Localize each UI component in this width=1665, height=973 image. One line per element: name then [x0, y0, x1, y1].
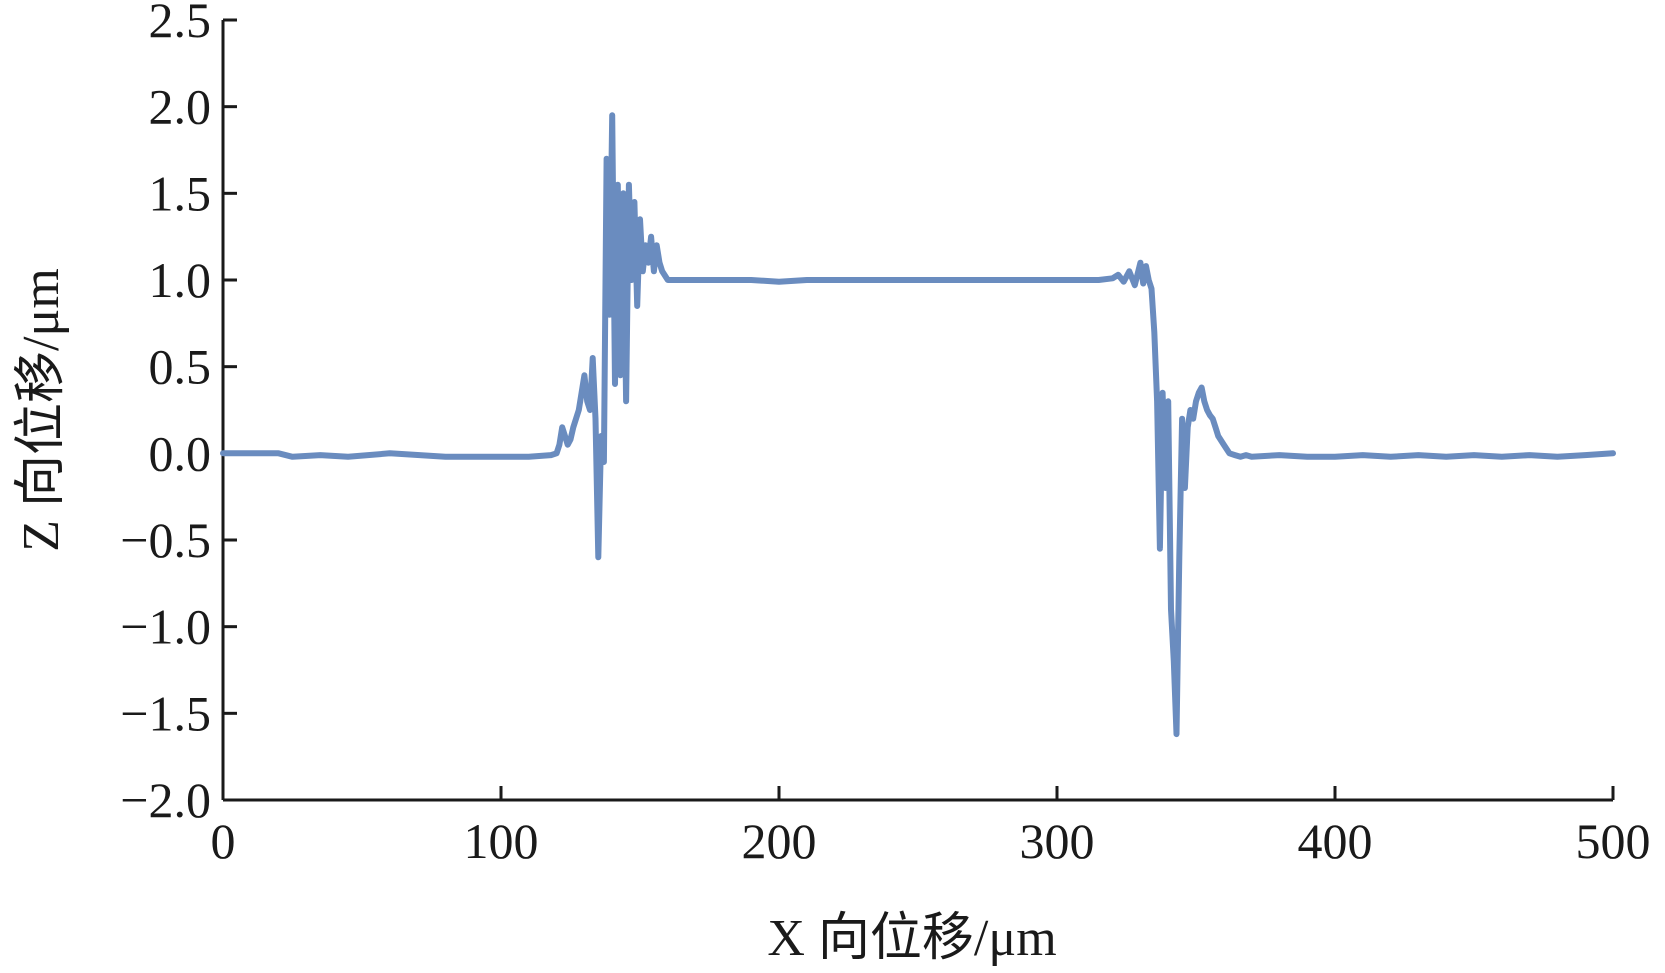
y-tick-label: −1.0 [120, 599, 211, 655]
y-axis-title: Z 向位移/μm [13, 268, 70, 552]
y-tick-label: 1.5 [149, 165, 212, 221]
y-tick-label: −2.0 [120, 772, 211, 828]
x-tick-label: 200 [742, 813, 817, 869]
plot-area: −2.0 −1.5 −1.0 −0.5 0.0 0.5 1.0 1.5 2.0 2.5 0 100 2… [120, 0, 1650, 869]
y-ticks: −2.0 −1.5 −1.0 −0.5 0.0 0.5 1.0 1.5 2.0 2.5 [120, 0, 237, 828]
y-tick-label: −1.5 [120, 685, 211, 741]
x-ticks: 0 100 200 300 400 500 [211, 786, 1651, 869]
series-line [220, 112, 1616, 738]
x-tick-label: 400 [1298, 813, 1373, 869]
y-tick-label: 1.0 [149, 252, 212, 308]
series-layer [220, 112, 1616, 738]
x-tick-label: 300 [1020, 813, 1095, 869]
x-axis-title: X 向位移/μm [767, 910, 1056, 967]
x-tick-label: 100 [464, 813, 539, 869]
y-tick-label: 2.0 [149, 79, 212, 135]
y-tick-label: 2.5 [149, 0, 212, 48]
x-tick-label: 0 [211, 813, 236, 869]
y-tick-label: −0.5 [120, 512, 211, 568]
x-tick-label: 500 [1576, 813, 1651, 869]
y-tick-label: 0.5 [149, 339, 212, 395]
y-tick-label: 0.0 [149, 425, 212, 481]
